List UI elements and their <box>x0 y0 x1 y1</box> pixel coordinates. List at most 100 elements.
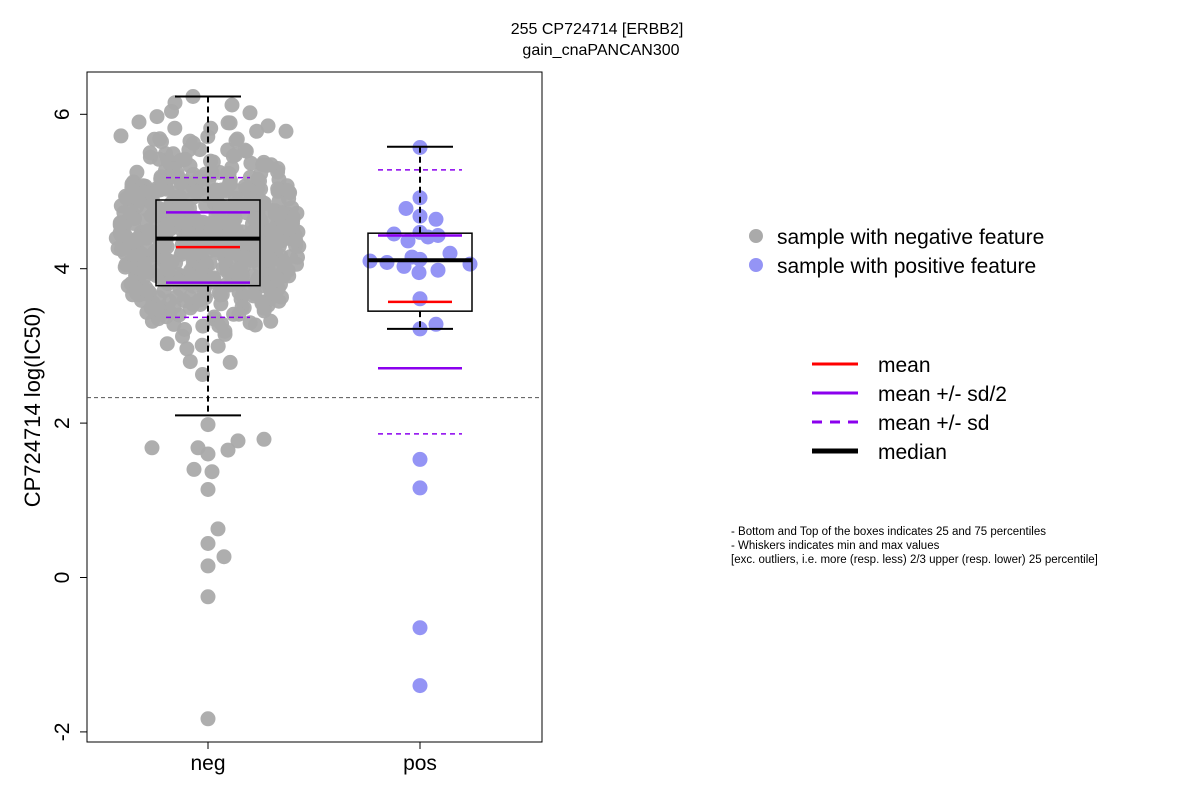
neg-point <box>270 271 286 287</box>
pos-point <box>412 480 428 496</box>
neg-point <box>200 536 216 551</box>
plot-area: -2 0 2 4 6 neg pos <box>51 71 543 775</box>
legend-point-marker <box>749 229 763 243</box>
neg-point <box>172 273 187 289</box>
neg-point <box>210 521 226 537</box>
neg-point <box>225 148 241 164</box>
neg-point <box>222 354 238 370</box>
neg-point <box>175 328 190 344</box>
pos-point <box>396 258 412 274</box>
neg-point <box>288 233 304 249</box>
neg-point <box>164 254 180 270</box>
pos-point <box>386 226 402 242</box>
neg-point <box>204 464 220 480</box>
legend-line-label: mean +/- sd <box>878 412 989 435</box>
neg-point <box>195 318 211 334</box>
neg-point <box>184 247 200 262</box>
iqr-box <box>367 232 473 312</box>
x-tick-label: neg <box>190 752 225 775</box>
pos-point <box>428 211 444 227</box>
neg-point <box>254 253 270 269</box>
neg-point <box>226 197 242 213</box>
legend-point-marker <box>749 258 763 272</box>
y-axis-label: CP724714 log(IC50) <box>20 307 45 508</box>
neg-point <box>239 198 255 214</box>
neg-point <box>186 461 202 477</box>
neg-point <box>225 245 241 261</box>
neg-point <box>188 184 204 200</box>
note-line: [exc. outliers, i.e. more (resp. less) 2… <box>731 554 1098 566</box>
pos-point <box>412 291 428 307</box>
neg-point <box>212 287 228 303</box>
neg-point <box>200 558 216 574</box>
neg-point <box>177 151 193 167</box>
iqr-box <box>155 199 261 287</box>
neg-point <box>203 153 218 169</box>
neg-point <box>113 227 129 243</box>
neg-point <box>198 197 214 213</box>
neg-point <box>276 254 292 270</box>
neg-point <box>226 306 242 322</box>
neg-point <box>167 95 183 111</box>
legend-line-label: mean <box>878 354 931 377</box>
neg-point <box>220 442 236 458</box>
neg-point <box>221 166 237 182</box>
neg-point <box>139 241 155 257</box>
pos-point <box>398 201 414 216</box>
neg-point <box>167 120 183 136</box>
neg-point <box>117 245 133 261</box>
neg-point <box>242 315 258 331</box>
neg-point <box>263 313 279 329</box>
neg-point <box>136 263 152 279</box>
neg-point <box>113 128 129 144</box>
neg-point <box>194 337 210 353</box>
neg-point <box>289 205 305 221</box>
legend-point-label: sample with negative feature <box>777 226 1044 249</box>
neg-point <box>220 115 236 131</box>
neg-point <box>139 305 155 320</box>
neg-point <box>200 446 216 462</box>
neg-point <box>216 549 232 565</box>
neg-point <box>200 482 216 497</box>
neg-point <box>159 217 175 233</box>
pos-point <box>411 265 427 281</box>
neg-point <box>214 243 230 259</box>
neg-point <box>117 259 133 275</box>
neg-point <box>242 105 258 121</box>
plot-frame <box>86 71 543 743</box>
chart-title: 255 CP724714 [ERBB2] <box>511 21 684 38</box>
neg-point <box>270 181 286 197</box>
legend: sample with negative feature sample with … <box>749 226 1044 464</box>
neg-point <box>256 154 272 170</box>
chart-subtitle: gain_cnaPANCAN300 <box>522 42 679 59</box>
neg-point <box>210 338 226 354</box>
neg-point <box>254 295 270 311</box>
neg-point <box>278 123 294 139</box>
pos-point <box>430 262 446 278</box>
pos-point <box>442 245 458 261</box>
neg-point <box>289 256 304 272</box>
y-tick-label: 2 <box>51 417 74 429</box>
neg-point <box>200 711 216 727</box>
neg-point <box>249 123 265 139</box>
legend-point-label: sample with positive feature <box>777 255 1036 278</box>
pos-point <box>412 451 428 467</box>
neg-point <box>144 440 160 456</box>
neg-point <box>153 171 169 187</box>
neg-point <box>131 114 147 130</box>
neg-point <box>249 273 265 289</box>
neg-point <box>250 237 266 253</box>
y-tick-label: 0 <box>51 572 74 584</box>
y-tick-label: 4 <box>51 263 74 275</box>
legend-line-label: median <box>878 441 947 464</box>
neg-point <box>151 290 167 306</box>
neg-point <box>228 133 244 149</box>
neg-point <box>125 287 141 303</box>
pos-point <box>412 678 428 694</box>
pos-point <box>420 229 436 245</box>
neg-point <box>230 433 246 449</box>
x-tick-label: pos <box>403 752 437 775</box>
pos-point <box>379 255 395 270</box>
neg-point <box>195 367 210 382</box>
